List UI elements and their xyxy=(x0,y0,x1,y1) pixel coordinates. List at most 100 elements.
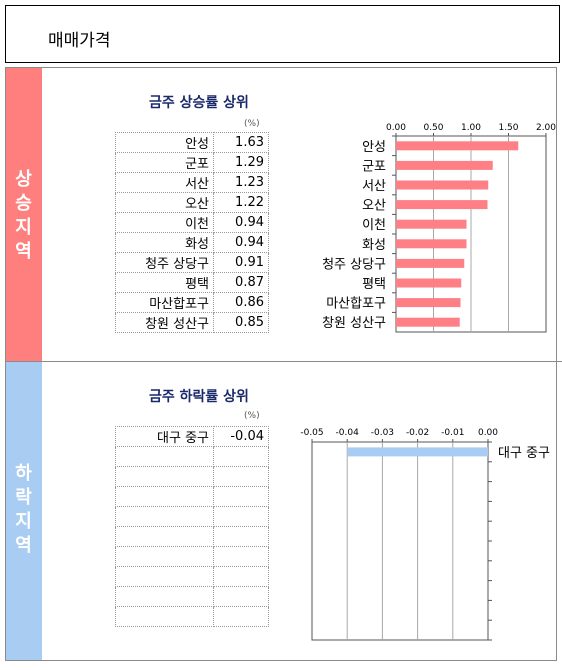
table-row: 화성 0.94 xyxy=(115,232,269,253)
falling-table: 대구 중구 -0.04 xyxy=(115,426,269,627)
side-char: 역 xyxy=(15,535,32,556)
region-name-cell xyxy=(115,486,214,507)
table-row: 대구 중구 -0.04 xyxy=(115,426,269,447)
region-name-cell: 청주 상당구 xyxy=(115,252,214,273)
rate-value-cell: 0.94 xyxy=(213,232,269,253)
falling-title: 금주 하락률 상위 xyxy=(149,389,249,405)
tick-label: 0.00 xyxy=(386,123,406,133)
region-name-cell xyxy=(115,546,214,567)
rate-value-cell: 1.63 xyxy=(213,132,269,153)
rising-table: 안성 1.63 군포 1.29 서산 1.23 오산 1.22 이천 0.94 화성 0.94 청주 상… xyxy=(115,132,269,333)
bar xyxy=(396,141,519,151)
rate-value-cell: -0.04 xyxy=(213,426,269,447)
tick-label: -0.02 xyxy=(406,428,429,438)
region-name-cell: 창원 성산구 xyxy=(115,312,214,333)
tick-label: -0.03 xyxy=(371,428,394,438)
plot-area xyxy=(311,441,489,641)
table-row xyxy=(115,586,269,607)
region-name-cell: 이천 xyxy=(115,212,214,233)
region-name-cell: 마산합포구 xyxy=(115,292,214,313)
table-row xyxy=(115,466,269,487)
side-char: 지 xyxy=(15,217,32,238)
region-name-cell: 대구 중구 xyxy=(115,426,214,447)
category-label: 서산 xyxy=(362,179,386,194)
category-label: 이천 xyxy=(362,218,386,233)
table-row: 서산 1.23 xyxy=(115,172,269,193)
falling-unit: (%) xyxy=(244,411,260,421)
category-label: 청주 상당구 xyxy=(322,257,386,272)
rate-value-cell: 0.86 xyxy=(213,292,269,313)
rate-value-cell xyxy=(213,506,269,527)
table-row: 이천 0.94 xyxy=(115,212,269,233)
rate-value-cell: 1.22 xyxy=(213,192,269,213)
frame-top xyxy=(5,67,557,68)
rate-value-cell xyxy=(213,466,269,487)
rate-value-cell: 1.29 xyxy=(213,152,269,173)
rate-value-cell: 0.94 xyxy=(213,212,269,233)
table-row: 평택 0.87 xyxy=(115,272,269,293)
tick-label: 2.00 xyxy=(536,123,556,133)
bar xyxy=(396,298,461,308)
tick-label: -0.04 xyxy=(336,428,360,438)
table-row: 청주 상당구 0.91 xyxy=(115,252,269,273)
table-row: 마산합포구 0.86 xyxy=(115,292,269,313)
side-char: 상 xyxy=(15,169,32,190)
region-name-cell xyxy=(115,466,214,487)
region-name-cell xyxy=(115,506,214,527)
rate-value-cell: 0.87 xyxy=(213,272,269,293)
region-name-cell: 안성 xyxy=(115,132,214,153)
region-name-cell xyxy=(115,586,214,607)
page-title: 매매가격 xyxy=(48,31,111,51)
region-name-cell xyxy=(115,606,214,627)
tick-label: 0.50 xyxy=(423,123,443,133)
frame-right xyxy=(556,67,557,661)
region-name-cell xyxy=(115,566,214,587)
region-name-cell: 서산 xyxy=(115,172,214,193)
header-box: 매매가격 xyxy=(5,5,560,63)
tick-label: -0.01 xyxy=(441,428,464,438)
side-char: 지 xyxy=(15,511,32,532)
tick-label: 0.00 xyxy=(478,428,498,438)
bar xyxy=(396,239,467,249)
bar xyxy=(396,278,462,288)
side-char: 승 xyxy=(15,193,32,214)
table-row: 오산 1.22 xyxy=(115,192,269,213)
table-row: 군포 1.29 xyxy=(115,152,269,173)
category-label: 대구 중구 xyxy=(498,446,550,461)
tick-label: 1.50 xyxy=(498,123,518,133)
rate-value-cell xyxy=(213,446,269,467)
table-row xyxy=(115,506,269,527)
tick-label: 1.00 xyxy=(461,123,481,133)
bar xyxy=(396,317,460,327)
side-char: 락 xyxy=(15,487,32,508)
rate-value-cell: 0.91 xyxy=(213,252,269,273)
side-char: 하 xyxy=(15,463,32,484)
category-label: 마산합포구 xyxy=(326,297,386,312)
bar xyxy=(396,219,467,229)
frame-bottom xyxy=(5,660,557,661)
rate-value-cell xyxy=(213,546,269,567)
rate-value-cell: 1.23 xyxy=(213,172,269,193)
bar xyxy=(396,258,465,268)
table-row xyxy=(115,606,269,627)
region-name-cell xyxy=(115,446,214,467)
table-row xyxy=(115,546,269,567)
category-label: 군포 xyxy=(362,159,386,174)
category-label: 안성 xyxy=(362,140,386,155)
table-row xyxy=(115,486,269,507)
rate-value-cell xyxy=(213,586,269,607)
tick-label: -0.05 xyxy=(300,428,323,438)
category-label: 창원 성산구 xyxy=(322,316,386,331)
side-char: 역 xyxy=(15,241,32,262)
table-row xyxy=(115,526,269,547)
rate-value-cell xyxy=(213,606,269,627)
category-label: 오산 xyxy=(362,199,386,214)
bar xyxy=(396,200,488,210)
